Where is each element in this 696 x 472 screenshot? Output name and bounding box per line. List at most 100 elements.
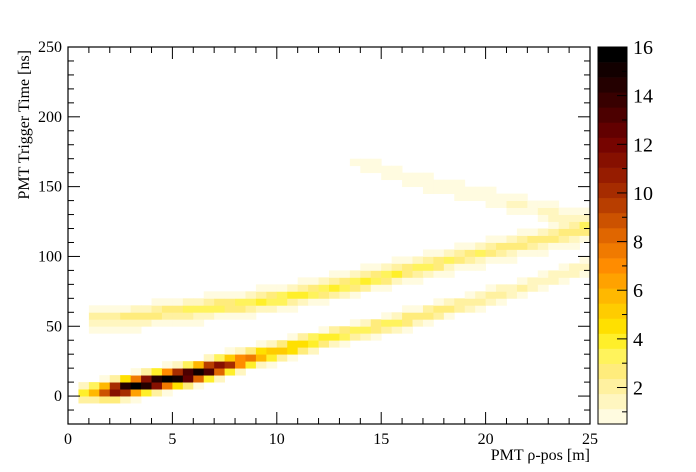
heatmap-cell xyxy=(99,326,111,334)
heatmap-cell xyxy=(349,158,361,167)
heatmap-cell xyxy=(443,256,455,264)
heatmap-cell xyxy=(412,277,424,285)
heatmap-cell xyxy=(308,347,319,355)
heatmap-cell xyxy=(454,179,466,188)
heatmap-cell xyxy=(245,361,257,369)
heatmap-cell xyxy=(120,375,132,383)
heatmap-cell xyxy=(579,270,591,278)
heatmap-cell xyxy=(88,396,100,404)
heatmap-cell xyxy=(422,263,434,271)
heatmap-cell xyxy=(109,305,121,313)
heatmap-cell xyxy=(381,277,393,285)
colorbar-swatch xyxy=(598,258,627,274)
heatmap-cell xyxy=(99,396,111,404)
heatmap-cell xyxy=(485,291,497,299)
heatmap-cell xyxy=(558,270,570,278)
heatmap-cell xyxy=(172,312,184,320)
heatmap-cell xyxy=(245,354,257,362)
heatmap-cell xyxy=(78,382,90,390)
heatmap-cell xyxy=(506,193,518,201)
colorbar-swatch xyxy=(598,167,627,184)
heatmap-cell xyxy=(329,270,340,278)
heatmap-cell xyxy=(485,193,497,201)
heatmap-cell xyxy=(266,305,278,313)
heatmap-cell xyxy=(339,326,351,334)
heatmap-cell xyxy=(506,284,518,292)
heatmap-cell xyxy=(516,284,528,292)
heatmap-cell xyxy=(297,298,309,306)
heatmap-cell xyxy=(161,375,173,383)
x-axis-label: PMT ρ-pos [m] xyxy=(491,447,590,464)
heatmap-cell xyxy=(224,368,236,376)
colorbar-tick-label: 6 xyxy=(633,280,643,302)
heatmap-cell xyxy=(172,375,184,383)
heatmap-cell xyxy=(276,340,288,348)
heatmap-cell xyxy=(579,207,591,215)
heatmap-cell xyxy=(224,298,236,306)
heatmap-cell xyxy=(558,207,570,215)
colorbar-swatch xyxy=(598,348,627,364)
heatmap-cell xyxy=(475,193,486,201)
heatmap-cell xyxy=(485,256,497,264)
heatmap-cell xyxy=(464,249,476,257)
heatmap-cell xyxy=(558,214,570,222)
colorbar-tick-label: 2 xyxy=(633,378,643,400)
heatmap-cell xyxy=(381,165,393,174)
heatmap-cell xyxy=(99,382,111,390)
heatmap-cell xyxy=(485,186,497,195)
heatmap-cell xyxy=(433,298,445,306)
heatmap-cell xyxy=(516,242,528,250)
y-tick-label: 250 xyxy=(38,39,62,56)
heatmap-cell xyxy=(266,347,278,355)
heatmap-cell xyxy=(255,340,267,348)
heatmap-cell xyxy=(391,277,403,285)
heatmap-cell xyxy=(193,368,205,376)
heatmap-cell xyxy=(527,277,539,285)
heatmap-cell xyxy=(516,200,528,208)
heatmap-cell xyxy=(182,298,194,306)
heatmap-cell xyxy=(496,235,507,243)
heatmap-cell xyxy=(182,375,194,383)
heatmap-cell xyxy=(402,256,413,264)
colorbar-swatch xyxy=(598,152,627,168)
heatmap-cell xyxy=(558,263,570,271)
heatmap-cell xyxy=(172,361,184,369)
heatmap-cell xyxy=(391,263,403,271)
heatmap-cell xyxy=(120,305,132,313)
heatmap-cell xyxy=(402,179,413,188)
heatmap-cell xyxy=(402,270,413,278)
heatmap-cell xyxy=(391,319,403,327)
heatmap-cell xyxy=(370,333,382,341)
heatmap-cell xyxy=(412,263,424,271)
heatmap-cell xyxy=(569,242,580,250)
heatmap-cell xyxy=(496,193,507,201)
heatmap-cell xyxy=(349,270,361,278)
heatmap-cell xyxy=(130,382,142,390)
heatmap-cell xyxy=(569,207,580,215)
heatmap-cell xyxy=(255,361,267,369)
heatmap-cell xyxy=(475,263,486,271)
heatmap-cell xyxy=(443,298,455,306)
heatmap-cell xyxy=(318,284,330,292)
heatmap-cell xyxy=(422,186,434,195)
heatmap-cell xyxy=(161,368,173,376)
heatmap-cell xyxy=(161,319,173,327)
heatmap-cell xyxy=(454,242,466,250)
colorbar-swatch xyxy=(598,393,627,410)
heatmap-cell xyxy=(548,207,560,215)
heatmap-cell xyxy=(99,389,111,397)
x-tick-label: 0 xyxy=(64,431,72,448)
plot-frame xyxy=(67,46,591,425)
heatmap-cell xyxy=(151,382,163,390)
heatmap-cell xyxy=(548,242,560,250)
heatmap-cell xyxy=(370,263,382,271)
heatmap-cell xyxy=(266,298,278,306)
colorbar-tick-label: 12 xyxy=(633,134,653,156)
heatmap-cell xyxy=(349,326,361,334)
heatmap-cell xyxy=(402,172,413,181)
heatmap-cell xyxy=(308,298,319,306)
heatmap-cell xyxy=(297,333,309,341)
colorbar-swatch xyxy=(598,288,627,304)
colorbar: 2 4 6 8 10 12 14 16 xyxy=(597,37,653,425)
